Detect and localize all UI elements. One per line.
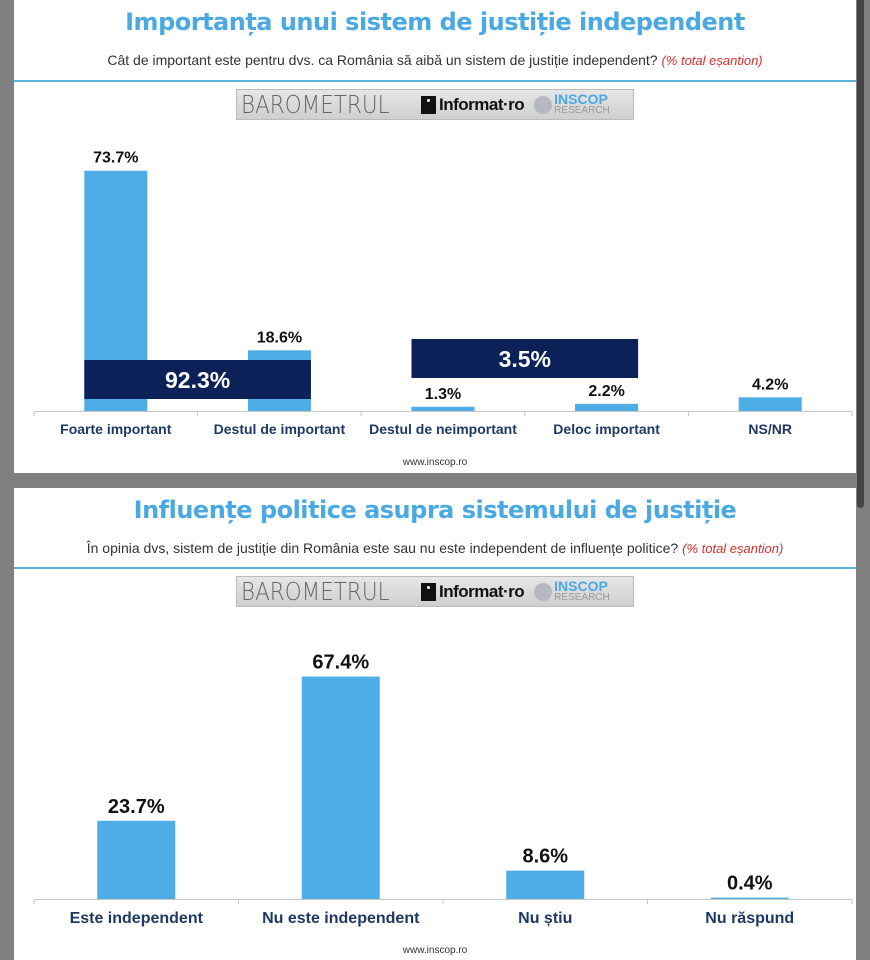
bar-chart-political-influence: 23.7% Este independent 67.4% Nu este indepe… (33, 652, 853, 927)
data-label: 4.2% (752, 376, 788, 393)
sample-note: (% total eșantion) (682, 541, 784, 556)
category-label: Nu este independent (262, 910, 420, 927)
chart-title: Importanța unui sistem de justiție indep… (125, 8, 745, 36)
sample-note: (% total eșantion) (661, 53, 763, 68)
bar-chart-importance: 73.7% Foarte important 18.6% Destul de impo… (33, 150, 853, 437)
data-label: 18.6% (257, 329, 302, 346)
category-label: Este independent (70, 910, 204, 927)
footer-url: www.inscop.ro (402, 457, 468, 468)
subtitle-text: În opinia dvs, sistem de justiție din Ro… (86, 540, 679, 556)
divider (14, 80, 856, 82)
category-label: Nu răspund (705, 910, 794, 927)
data-label: 73.7% (93, 150, 138, 167)
group-total-box (411, 339, 639, 378)
category-label: Destul de neimportant (369, 421, 517, 437)
category-label: NS/NR (748, 421, 792, 437)
barometrul-logo: BAROMETRUL Informat·ro INSCOP RESEARCH (236, 576, 634, 607)
divider (14, 567, 856, 569)
chart-subtitle: În opinia dvs, sistem de justiție din Ro… (14, 540, 856, 556)
scrollbar-thumb[interactable] (857, 0, 864, 508)
bar (710, 897, 789, 899)
category-label: Nu știu (518, 910, 572, 927)
group-total-label: 92.3% (165, 367, 230, 393)
bar (301, 676, 380, 899)
bar (738, 397, 802, 411)
chart-subtitle: Cât de important este pentru dvs. ca Rom… (14, 52, 856, 68)
data-label: 8.6% (522, 846, 568, 868)
chart-title: Influențe politice asupra sistemului de … (133, 496, 737, 524)
group-total-box (84, 360, 311, 399)
bar (575, 403, 639, 411)
bar (411, 406, 475, 411)
category-label: Deloc important (553, 421, 660, 437)
bar (506, 870, 585, 899)
chart-panel-political-influence: Influențe politice asupra sistemului de … (14, 488, 856, 960)
data-label: 0.4% (727, 873, 773, 895)
group-total-label: 3.5% (499, 346, 551, 372)
data-label: 23.7% (108, 796, 165, 818)
data-label: 2.2% (588, 383, 624, 400)
barometrul-logo: BAROMETRUL Informat·ro INSCOP RESEARCH (236, 89, 634, 120)
category-label: Foarte important (60, 421, 172, 437)
bar (97, 820, 176, 899)
data-label: 67.4% (312, 652, 369, 674)
chart-panel-importance: Importanța unui sistem de justiție indep… (14, 0, 856, 473)
category-label: Destul de important (214, 421, 346, 437)
subtitle-text: Cât de important este pentru dvs. ca Rom… (107, 52, 658, 68)
data-label: 1.3% (425, 386, 461, 403)
footer-url: www.inscop.ro (402, 945, 468, 956)
